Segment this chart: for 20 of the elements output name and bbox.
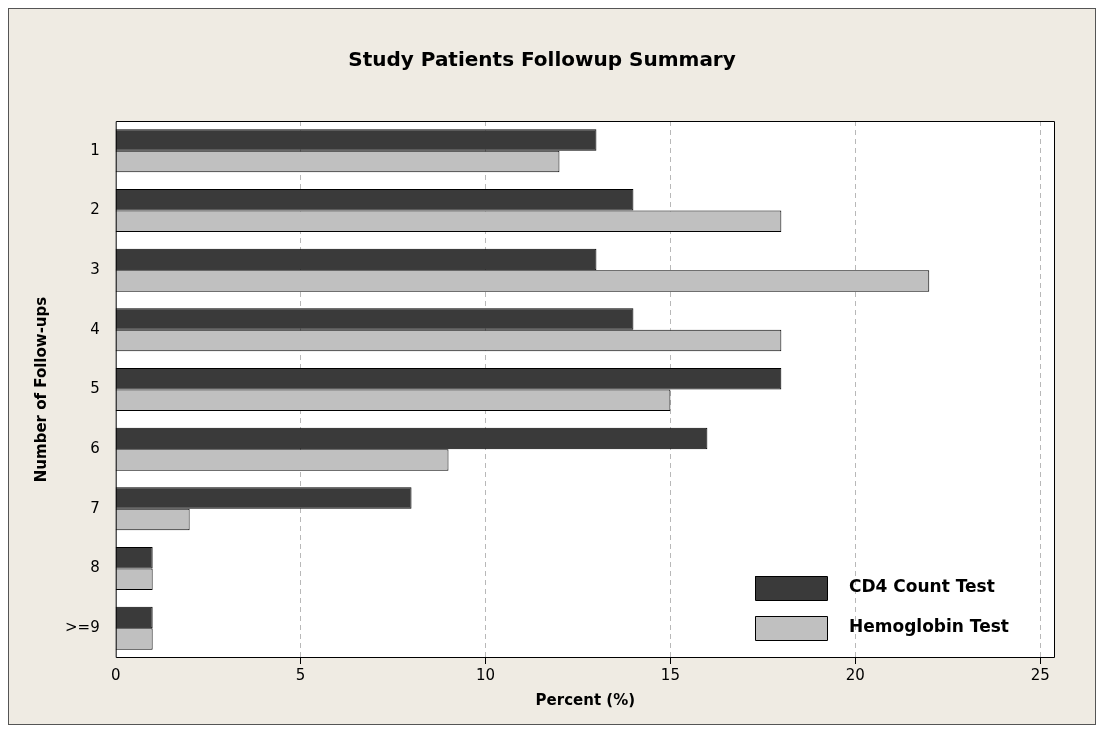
x-tick-label: 25 — [1030, 665, 1050, 684]
legend-label: CD4 Count Test — [849, 576, 995, 597]
y-tick-label: 6 — [90, 439, 100, 458]
x-axis-title: Percent (%) — [535, 690, 636, 709]
y-axis-title: Number of Follow-ups — [31, 296, 50, 483]
y-tick-label: 2 — [90, 200, 100, 219]
y-tick-label: 4 — [90, 319, 100, 338]
y-tick-label: >=9 — [64, 618, 100, 637]
x-tick-label: 0 — [110, 665, 121, 684]
y-tick-label: 3 — [90, 260, 100, 279]
x-tick-label: 10 — [475, 665, 496, 684]
x-tick-label: 20 — [845, 665, 865, 684]
x-tick-label: 5 — [295, 665, 306, 684]
y-tick-label: 5 — [90, 379, 100, 398]
chart-title: Study Patients Followup Summary — [348, 47, 736, 72]
legend-label: Hemoglobin Test — [849, 616, 1009, 637]
x-tick-label: 15 — [660, 665, 680, 684]
y-tick-label: 1 — [90, 140, 100, 159]
y-tick-label: 8 — [90, 558, 100, 577]
y-tick-label: 7 — [90, 498, 100, 517]
